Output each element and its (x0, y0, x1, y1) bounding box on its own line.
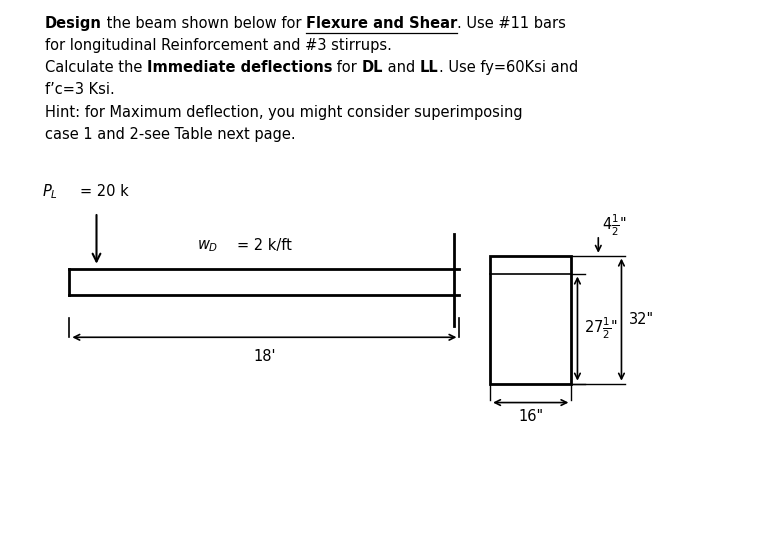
Text: . Use #11 bars: . Use #11 bars (457, 16, 566, 32)
Text: LL: LL (420, 60, 438, 75)
Text: for: for (332, 60, 361, 75)
Bar (69, 269, 459, 295)
Text: and: and (383, 60, 420, 75)
Text: Design: Design (45, 16, 102, 32)
Bar (454, 234, 486, 326)
Text: 16": 16" (518, 409, 543, 424)
Text: $P_L$: $P_L$ (42, 182, 59, 201)
Text: Hint: for Maximum deflection, you might consider superimposing: Hint: for Maximum deflection, you might … (45, 105, 523, 120)
Text: DL: DL (361, 60, 383, 75)
Bar (490, 256, 571, 384)
Text: = 20 k: = 20 k (80, 184, 128, 199)
Text: 18': 18' (253, 349, 276, 364)
Text: f’c=3 Ksi.: f’c=3 Ksi. (45, 82, 114, 97)
Text: the beam shown below for: the beam shown below for (102, 16, 306, 32)
Text: $27\frac{1}{2}$": $27\frac{1}{2}$" (584, 316, 618, 341)
Text: 32": 32" (629, 312, 655, 327)
Text: Calculate the: Calculate the (45, 60, 147, 75)
Text: Flexure and Shear: Flexure and Shear (306, 16, 457, 32)
Text: Immediate deflections: Immediate deflections (147, 60, 332, 75)
Text: . Use fy=60Ksi and: . Use fy=60Ksi and (438, 60, 578, 75)
Text: = 2 k/ft: = 2 k/ft (237, 238, 292, 254)
Text: $4\frac{1}{2}$": $4\frac{1}{2}$" (602, 213, 627, 238)
Text: case 1 and 2-see Table next page.: case 1 and 2-see Table next page. (45, 127, 296, 142)
Text: $w_D$: $w_D$ (197, 238, 218, 254)
Text: for longitudinal Reinforcement and #3 stirrups.: for longitudinal Reinforcement and #3 st… (45, 38, 391, 53)
